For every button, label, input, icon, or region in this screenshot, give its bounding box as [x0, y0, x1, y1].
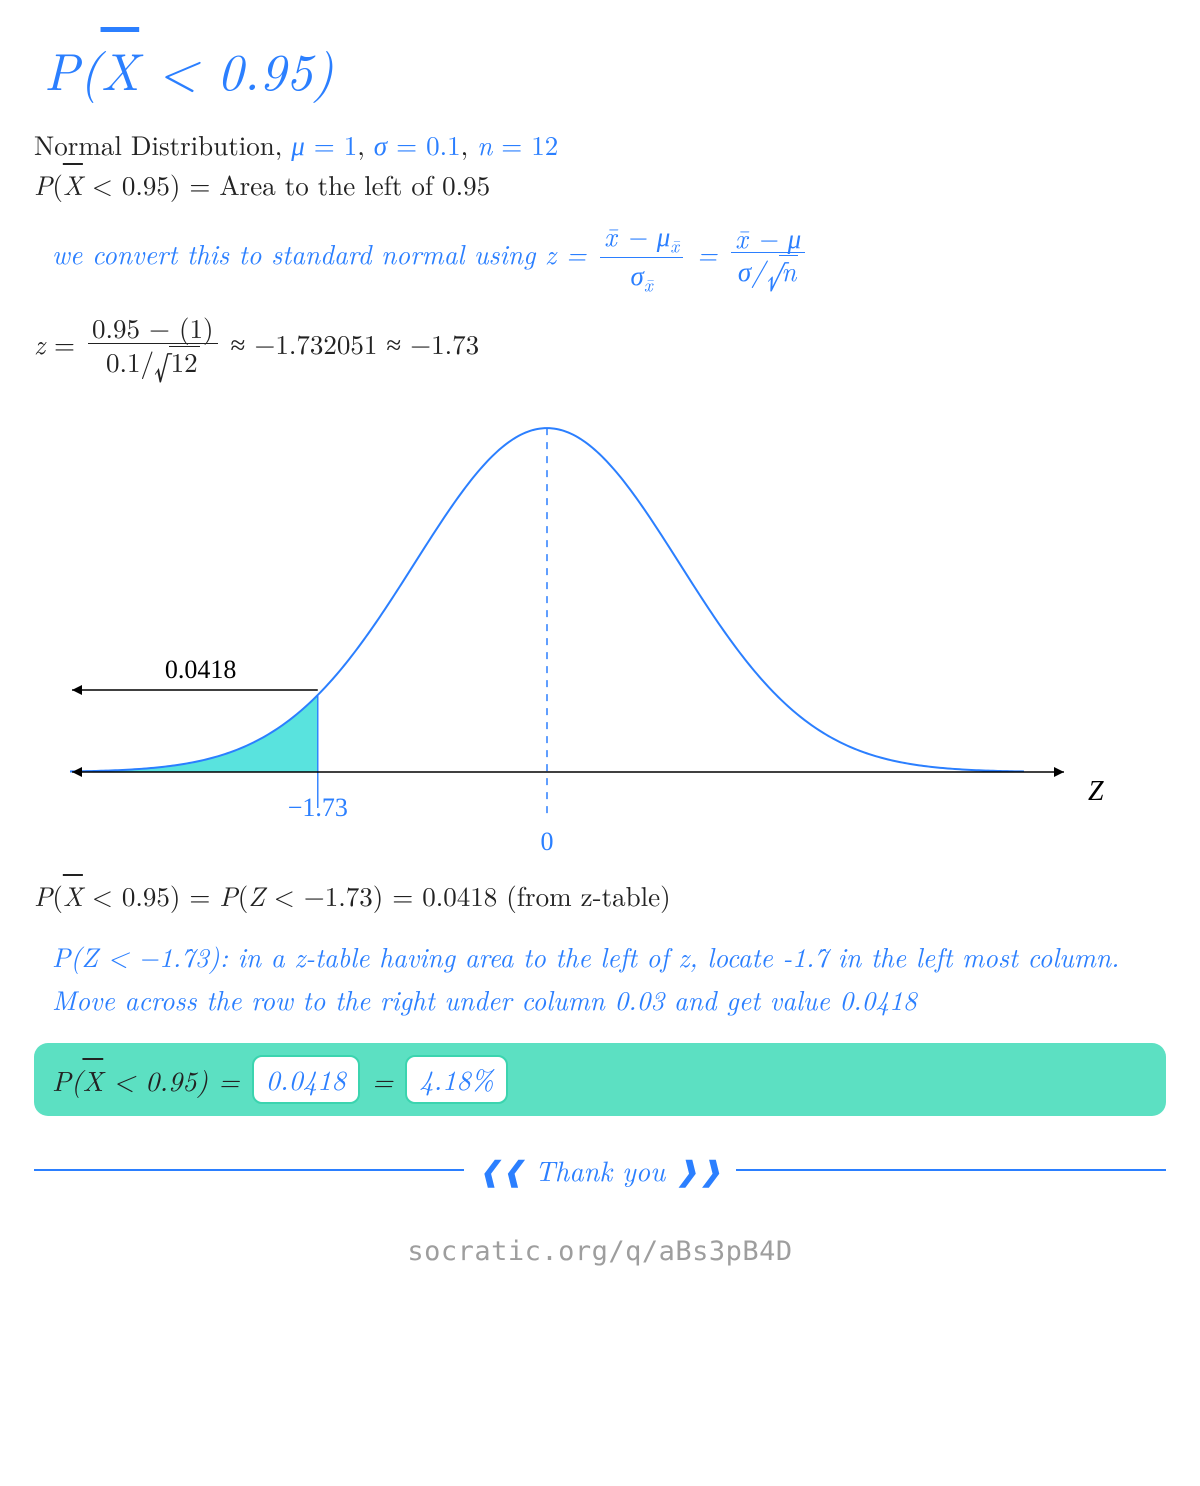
flourish-left-icon: ❰❰	[478, 1150, 525, 1190]
thank-you-divider: ❰❰ Thank you ❱❱	[34, 1150, 1166, 1190]
flourish-right-icon: ❱❱	[675, 1150, 722, 1190]
param-mu: μ = 1	[291, 125, 357, 163]
chart-svg: 0.0418 −1.73 0 Z	[34, 398, 1114, 858]
svg-text:−1.73: −1.73	[288, 793, 348, 822]
rule-left	[34, 1169, 464, 1171]
dist-name: Normal Distribution,	[34, 125, 291, 163]
answer-box: P(X < 0.95) = 0.0418 = 4.18%	[34, 1043, 1166, 1116]
page: P(X < 0.95) Normal Distribution, μ = 1, …	[0, 0, 1200, 1486]
answer-prefix: P(X < 0.95) =	[52, 1060, 240, 1100]
svg-text:Z: Z	[1088, 776, 1104, 807]
thank-you-text: ❰❰ Thank you ❱❱	[478, 1150, 722, 1190]
z-calc: z = 0.95 − (1)0.1/√12 ≈ −1.732051 ≈ −1.7…	[34, 313, 1166, 383]
param-sigma: σ = 0.1	[374, 125, 461, 163]
rule-right	[736, 1169, 1166, 1171]
conversion-note: we convert this to standard normal using…	[52, 221, 1166, 295]
answer-value: 0.0418	[252, 1055, 360, 1104]
svg-text:0: 0	[541, 827, 554, 856]
parameters-line: Normal Distribution, μ = 1, σ = 0.1, n =…	[34, 126, 1166, 162]
area-definition: P(X < 0.95) = Area to the left of 0.95	[34, 166, 1166, 202]
convert-text: we convert this to standard normal using	[52, 234, 545, 272]
normal-curve-chart: 0.0418 −1.73 0 Z	[34, 398, 1166, 863]
param-n: n = 12	[477, 125, 558, 163]
page-title: P(X < 0.95)	[44, 32, 1166, 106]
answer-eq: =	[372, 1060, 393, 1100]
footer-link: socratic.org/q/aBs3pB4D	[34, 1236, 1166, 1267]
z-table-note: P(Z < −1.73): in a z-table having area t…	[52, 935, 1166, 1021]
convert-formula: z = x̄ − μx̄σx̄ = x̄ − μσ/√n	[545, 234, 809, 272]
result-line: P(X < 0.95) = P(Z < −1.73) = 0.0418 (fro…	[34, 877, 1166, 913]
answer-percent: 4.18%	[405, 1055, 507, 1104]
svg-text:0.0418: 0.0418	[165, 655, 237, 684]
